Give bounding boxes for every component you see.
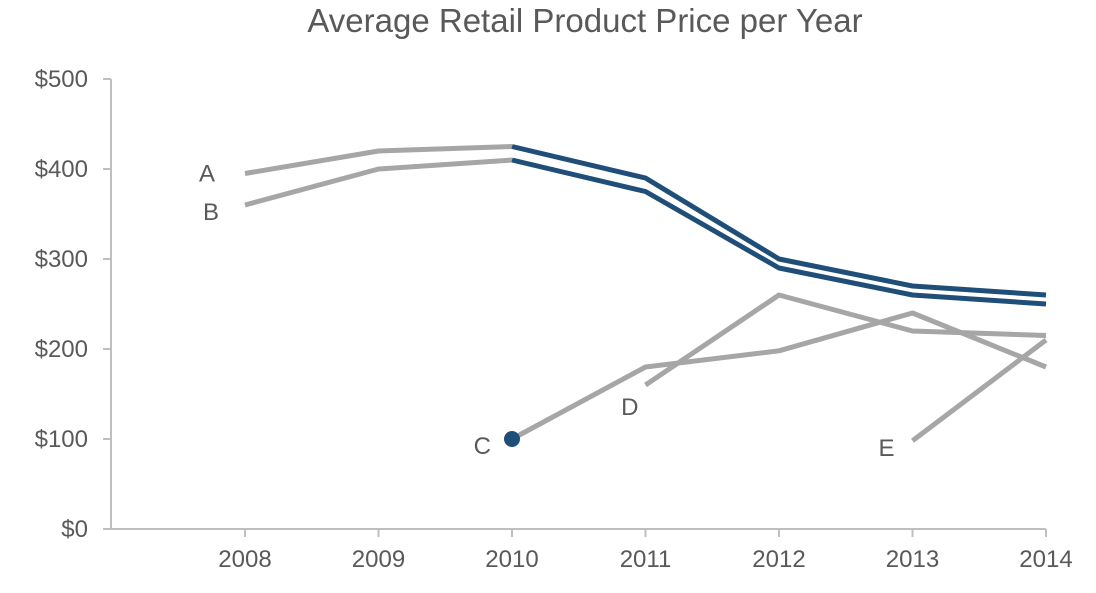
y-tick-label: $400 [35,156,88,183]
x-tick-label: 2010 [485,546,538,573]
series-line-d [644,292,1047,388]
series-line-a-muted [244,144,513,176]
x-tick-label: 2009 [352,546,405,573]
x-tick-label: 2012 [752,546,805,573]
series-line-a-highlight [511,144,1047,298]
x-tick-label: 2013 [886,546,939,573]
y-tick-label: $500 [35,66,88,93]
series-line-b-muted [244,157,513,208]
y-tick-label: $200 [35,336,88,363]
y-tick-label: $300 [35,246,88,273]
series-label-b: B [203,199,219,226]
x-tick-label: 2008 [218,546,271,573]
chart-title: Average Retail Product Price per Year [307,2,863,39]
series-marker-c [504,431,520,447]
y-tick-label: $0 [61,516,88,543]
series-label-c: C [474,433,491,460]
series-line-b-highlight [511,157,1047,307]
y-tick-label: $100 [35,426,88,453]
x-tick-label: 2011 [620,546,672,573]
series-lines [244,144,1048,447]
series-label-e: E [878,435,894,462]
series-labels: AB C D E [199,161,895,462]
axes: $0 $100 $200 $300 $400 $500 2008 2009 2010 2011 20… [35,66,1073,573]
x-tick-label: 2014 [1019,546,1072,573]
series-label-d: D [621,394,638,421]
series-line-e [910,338,1048,443]
series-label-a: A [199,161,215,188]
